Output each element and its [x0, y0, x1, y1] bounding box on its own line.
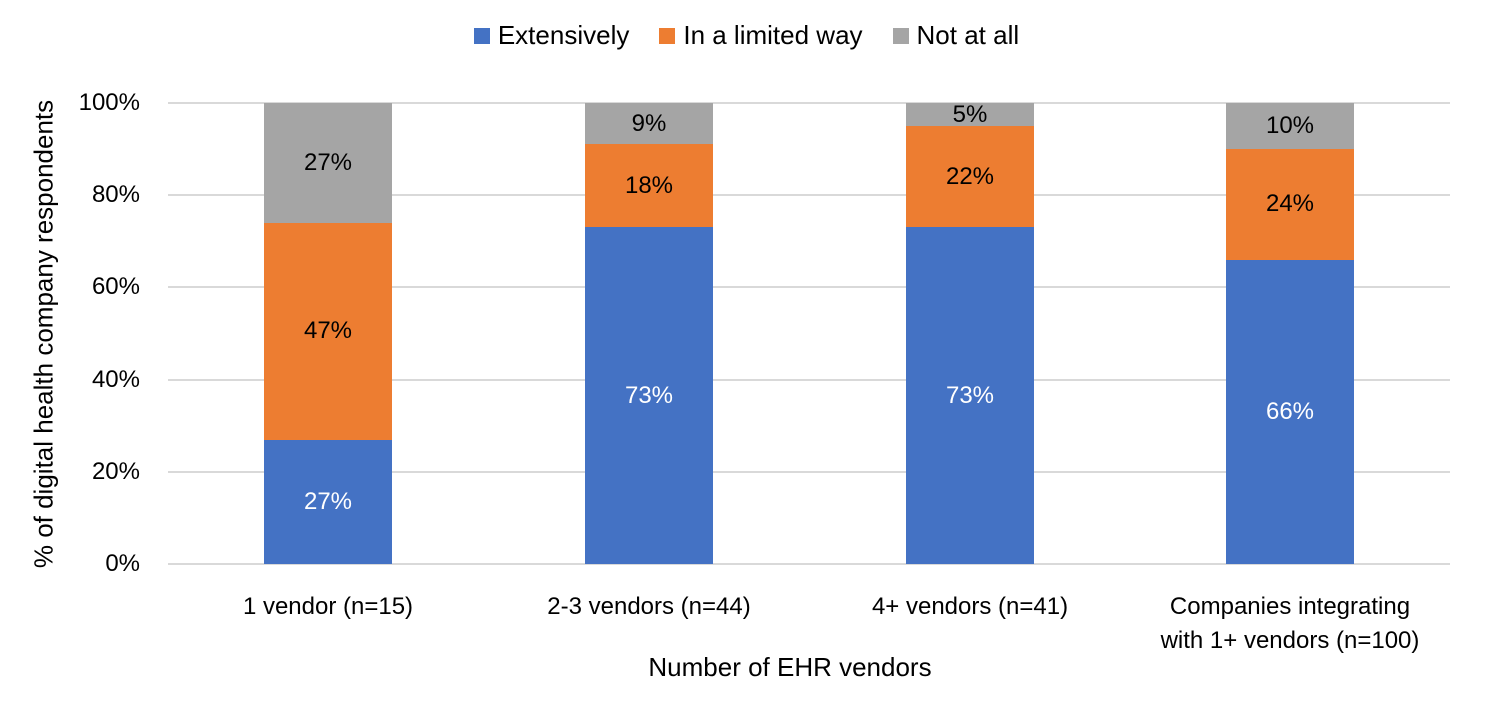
x-axis-line	[168, 563, 1450, 565]
y-axis-title: % of digital health company respondents	[28, 99, 59, 569]
legend-item-extensively: Extensively	[473, 20, 630, 51]
legend-label: Extensively	[497, 20, 630, 50]
x-tick-label: 4+ vendors (n=41)	[871, 593, 1069, 620]
bar-segment: 66%	[1226, 259, 1354, 564]
x-axis-title: Number of EHR vendors	[648, 652, 932, 682]
bar-segment: 47%	[264, 222, 392, 440]
gridline	[168, 378, 1450, 381]
legend-swatch-not-at-all	[892, 27, 909, 44]
y-tick-label: 80%	[91, 181, 140, 209]
gridline	[168, 470, 1450, 473]
x-tick-label: 2-3 vendors (n=44)	[547, 593, 751, 620]
legend-swatch-limited	[659, 27, 676, 44]
bar-segment: 73%	[585, 227, 713, 564]
bar-segment: 24%	[1226, 149, 1354, 260]
bar-segment: 27%	[264, 103, 392, 223]
legend: Extensively In a limited way Not at all	[0, 20, 1493, 51]
legend-swatch-extensively	[473, 27, 490, 44]
bar-segment: 73%	[906, 227, 1034, 564]
bar-segment: 5%	[906, 101, 1034, 128]
gridline	[168, 194, 1450, 197]
legend-item-not-at-all: Not at all	[892, 20, 1020, 51]
bar-segment: 18%	[585, 144, 713, 228]
bar-segment: 22%	[906, 126, 1034, 228]
x-tick-label: 1 vendor (n=15)	[242, 593, 414, 620]
legend-label: In a limited way	[683, 20, 863, 50]
y-tick-label: 100%	[78, 89, 140, 116]
x-tick-label: Companies integrating with 1+ vendors (n=…	[1160, 593, 1420, 654]
gridline	[168, 286, 1450, 289]
gridline	[168, 102, 1450, 104]
y-tick-label: 0%	[105, 550, 140, 577]
legend-label: Not at all	[916, 20, 1020, 50]
bar-segment: 27%	[264, 439, 392, 564]
legend-item-limited: In a limited way	[659, 20, 863, 51]
bar-segment: 9%	[585, 103, 713, 145]
y-tick-label: 40%	[91, 365, 140, 393]
y-tick-label: 60%	[91, 273, 140, 301]
y-tick-label: 20%	[91, 457, 140, 485]
bar-segment: 10%	[1226, 103, 1354, 150]
